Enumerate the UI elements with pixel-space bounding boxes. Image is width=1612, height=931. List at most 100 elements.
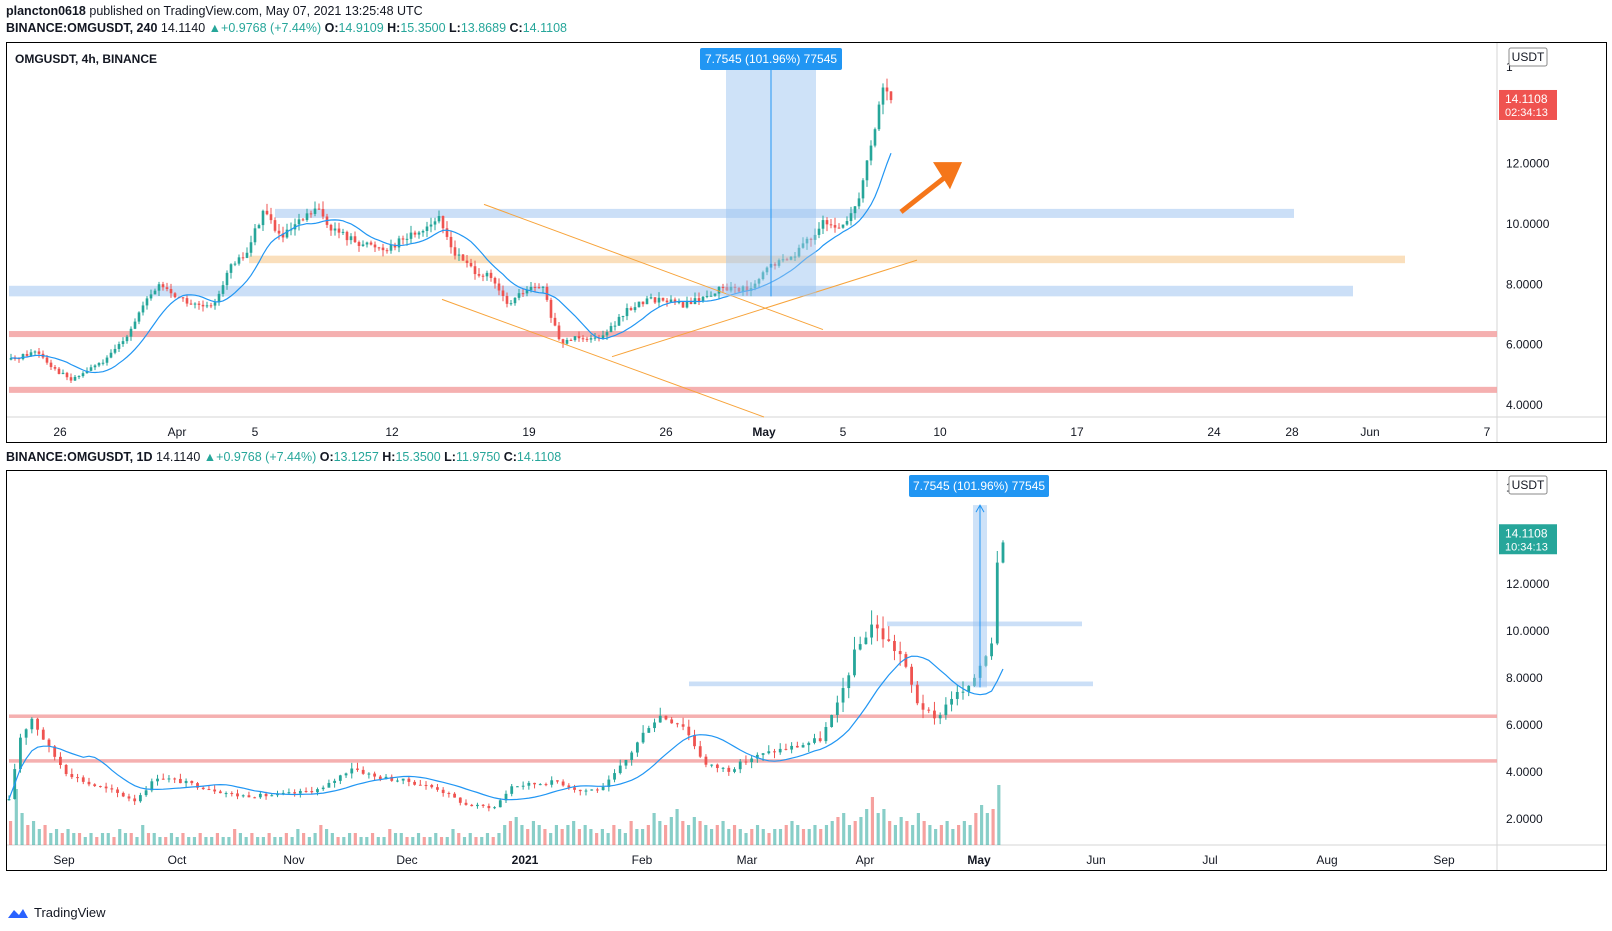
y-tick-label: 8.0000 [1506, 277, 1543, 291]
candle [36, 718, 39, 730]
candle [127, 796, 131, 799]
volume-bar [135, 837, 139, 845]
candle [713, 293, 717, 296]
candle [613, 325, 617, 327]
candle [81, 373, 85, 377]
candle [481, 275, 485, 277]
candle [829, 224, 833, 226]
volume-bar [738, 829, 742, 845]
volume-bar [393, 833, 398, 845]
candle [744, 761, 748, 763]
candle [429, 224, 433, 227]
volume-bar [422, 837, 426, 845]
volume-bar [870, 797, 875, 845]
volume-bar [290, 837, 294, 845]
volume-bar [388, 829, 392, 845]
x-tick-label: May [967, 853, 991, 867]
candle [624, 759, 628, 766]
candle [645, 298, 649, 305]
currency-badge [1508, 475, 1548, 495]
currency-label: USDT [1512, 50, 1545, 64]
x-tick-label: Nov [283, 853, 304, 867]
volume-bar [537, 825, 541, 845]
candle [230, 793, 234, 795]
candle [89, 367, 93, 371]
candle [258, 793, 262, 798]
volume-bar [692, 817, 696, 845]
candle [533, 782, 536, 785]
volume-bar [462, 837, 467, 845]
candle [389, 244, 393, 251]
candle [287, 792, 291, 794]
candle [750, 758, 754, 763]
candle [437, 216, 441, 222]
chart-panel-1d[interactable]: 7.7545 (101.96%) 77545 Sep Oct Nov Dec 2021 Fe… [6, 470, 1607, 871]
candle [381, 247, 385, 251]
y-tick-label: 6.0000 [1506, 338, 1543, 352]
candle [701, 296, 705, 302]
candle [157, 284, 161, 291]
candle [465, 260, 469, 263]
candle [105, 357, 109, 363]
candle [269, 214, 273, 221]
chart-1d-svg[interactable]: 7.7545 (101.96%) 77545 Sep Oct Nov Dec 2021 Fe… [7, 471, 1606, 870]
volume-bar [606, 833, 610, 845]
volume-bar [112, 837, 116, 845]
volume-bar [158, 837, 162, 845]
footer-brand[interactable]: TradingView [6, 905, 106, 920]
volume-bar [853, 821, 857, 845]
last-price-badge [1499, 524, 1557, 555]
candle [849, 213, 853, 222]
candle [133, 798, 137, 802]
candle [241, 795, 245, 797]
legend-1d: BINANCE:OMGUSDT, 1D 14.1140 ▲+0.9768 (+7… [6, 450, 562, 464]
candle [310, 791, 314, 793]
candle [537, 287, 541, 289]
candle [270, 795, 274, 797]
last-price-label: 14.1108 [1505, 92, 1548, 106]
chart-panel-4h[interactable]: 7.7545 (101.96%) 77545 26 Apr 5 12 19 26 May 5 10… [6, 42, 1607, 443]
volume-bar [325, 829, 329, 845]
candle [19, 737, 22, 770]
zone-red [9, 331, 1497, 338]
volume-bar [382, 837, 386, 845]
candle [927, 709, 931, 711]
volume-bar [261, 837, 265, 845]
author-name[interactable]: plancton0618 [6, 4, 86, 18]
volume-bar [49, 833, 53, 845]
candle [641, 301, 645, 305]
measure-label-box [909, 475, 1049, 497]
countdown-label: 02:34:13 [1505, 107, 1548, 119]
volume-bar [566, 825, 570, 845]
candle [870, 624, 874, 638]
volume-bar [313, 833, 317, 845]
candle [141, 305, 145, 313]
candle [476, 804, 479, 807]
volume-bar [928, 825, 932, 845]
candle [401, 238, 405, 240]
candle [64, 764, 68, 775]
volume-bar [974, 813, 978, 845]
candle [601, 335, 605, 339]
volume-bar [100, 833, 105, 845]
volume-bar [457, 833, 461, 845]
candle [298, 790, 302, 794]
volume-bar [497, 833, 501, 845]
volume-bar [411, 837, 415, 845]
candle [9, 357, 13, 360]
candle [477, 274, 481, 276]
volume-bar [359, 837, 363, 845]
candle [697, 298, 701, 302]
candle [641, 732, 645, 743]
countdown-label: 10:34:13 [1505, 541, 1548, 553]
volume-bar [43, 825, 47, 845]
candle [356, 768, 359, 770]
triangle-lower-line [611, 259, 918, 358]
candle [441, 789, 445, 794]
volume-bar [945, 821, 949, 845]
candle [229, 264, 233, 273]
volume-bar [658, 821, 662, 845]
volume-bar [491, 837, 495, 845]
candle [201, 304, 205, 307]
